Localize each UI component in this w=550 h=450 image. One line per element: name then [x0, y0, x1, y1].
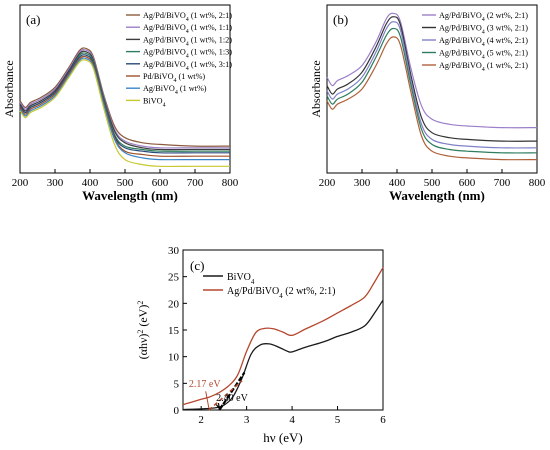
arrow-ag-pd-bivo4 [205, 391, 210, 409]
x-tick-label: 400 [82, 177, 99, 189]
legend-label: BiVO4 [227, 272, 255, 286]
y-tick-label: 20 [168, 298, 180, 310]
legend-label: Pd/BiVO4 (1 wt%) [143, 72, 205, 84]
curve-ag-pd-bivo4-5-wt-2-1 [326, 27, 538, 154]
bandgap-annotation-ag-pd-bivo4: 2.17 eV [189, 379, 221, 390]
panel-label-a: (a) [26, 12, 40, 27]
x-tick-label: 500 [117, 177, 134, 189]
curve-bivo4 [19, 59, 230, 168]
x-tick-label: 200 [12, 177, 29, 189]
curves-a [19, 47, 231, 168]
x-axis-label-b: Wavelength (nm) [389, 188, 485, 203]
legend-label: Ag/Pd/BiVO4 (5 wt%, 2:1) [439, 49, 528, 61]
x-tick-label: 4 [289, 414, 295, 426]
y-axis-label-a: Absorbance [2, 60, 16, 117]
legend-label: Ag/Pd/BiVO4 (1 wt%, 1:3) [143, 48, 232, 60]
legend-label: Ag/Pd/BiVO4 (1 wt%, 1:1) [143, 23, 232, 35]
curves-c [182, 267, 384, 411]
x-tick-label: 3 [244, 414, 250, 426]
legend-label: Ag/Pd/BiVO4 (4 wt%, 2:1) [439, 36, 528, 48]
x-tick-label: 800 [529, 177, 546, 189]
legend-a: Ag/Pd/BiVO4 (1 wt%, 2:1)Ag/Pd/BiVO4 (1 w… [126, 11, 232, 108]
tangent-ag-pd-bivo4 [208, 380, 243, 411]
y-tick-label: 5 [174, 378, 180, 390]
tangent-bivo4 [218, 372, 246, 411]
x-tick-label: 200 [319, 177, 336, 189]
curve-bivo4 [182, 299, 384, 411]
legend-label: Ag/Pd/BiVO4 (1 wt%, 1:2) [143, 35, 232, 47]
x-tick-label: 300 [354, 177, 371, 189]
curves-b [326, 12, 538, 161]
panel-c: (c) (αhν)2 (eV)2 hν (eV) 2 3 4 5 6 0 5 10 15 20 25… [136, 245, 387, 445]
legend-label: Ag/Pd/BiVO4 (2 wt%, 2:1) [439, 11, 528, 23]
x-tick-label: 2 [198, 414, 204, 426]
x-tick-label: 6 [380, 414, 386, 426]
x-axis-label-a: Wavelength (nm) [82, 188, 178, 203]
curve-ag-pd-bivo4-1-wt-1-2 [19, 50, 230, 151]
curve-ag-bivo4-1-wt [19, 57, 230, 161]
y-tick-label: 30 [168, 245, 180, 257]
x-tick-label: 5 [335, 414, 341, 426]
y-axis-label-b: Absorbance [309, 60, 323, 117]
x-tick-label: 400 [389, 177, 406, 189]
ticks-c: 2 3 4 5 6 0 5 10 15 20 25 30 [168, 245, 386, 426]
tangents-c: 2.40 eV 2.17 eV [189, 372, 249, 411]
x-tick-label: 500 [424, 177, 441, 189]
x-tick-label: 600 [152, 177, 169, 189]
panel-label-b: (b) [333, 12, 348, 27]
curve-ag-pd-bivo4-4-wt-2-1 [326, 21, 538, 149]
curve-ag-pd-bivo4-1-wt-2-1 [19, 47, 231, 147]
x-tick-label: 800 [222, 177, 239, 189]
curve-pd-bivo4-1-wt [19, 55, 230, 157]
curve-ag-pd-bivo4-1-wt-1-1 [19, 48, 230, 149]
y-tick-label: 25 [168, 272, 180, 284]
legend-b: Ag/Pd/BiVO4 (2 wt%, 2:1)Ag/Pd/BiVO4 (3 w… [422, 11, 528, 73]
y-tick-label: 10 [168, 352, 180, 364]
panel-label-c: (c) [190, 258, 204, 273]
curve-ag-pd-bivo4-3-wt-2-1 [326, 16, 538, 142]
x-tick-label: 700 [187, 177, 204, 189]
x-axis-label-c: hν (eV) [263, 430, 302, 445]
curve-ag-pd-bivo4-2-wt-2-1 [182, 267, 384, 406]
curve-ag-pd-bivo4-2-wt-2-1 [326, 12, 538, 129]
legend-label: Ag/Pd/BiVO4 (1 wt%, 3:1) [143, 60, 232, 72]
legend-label: Ag/Pd/BiVO4 (1 wt%, 2:1) [143, 11, 232, 23]
bandgap-annotation-bivo4: 2.40 eV [216, 393, 248, 404]
legend-label: Ag/Pd/BiVO4 (2 wt%, 2:1) [227, 286, 336, 300]
legend-label: BiVO4 [143, 96, 166, 108]
curve-ag-pd-bivo4-1-wt-3-1 [19, 54, 230, 154]
arrowhead-bivo4 [215, 404, 223, 410]
panel-b: (b) Absorbance Wavelength (nm) 200 300 400… [309, 4, 546, 203]
x-ticks-b: 200 300 400 500 600 700 800 [319, 169, 546, 189]
x-tick-label: 300 [47, 177, 64, 189]
x-tick-label: 700 [494, 177, 511, 189]
y-axis-label-c: (αhν)2 (eV)2 [136, 301, 151, 360]
legend-label: Ag/BiVO4 (1 wt%) [143, 84, 207, 96]
legend-label: Ag/Pd/BiVO4 (3 wt%, 2:1) [439, 24, 528, 36]
legend-label: Ag/Pd/BiVO4 (1 wt%, 2:1) [439, 61, 528, 73]
x-tick-label: 600 [459, 177, 476, 189]
y-tick-label: 0 [174, 405, 180, 417]
y-tick-label: 15 [168, 325, 180, 337]
x-ticks-a: 200 300 400 500 600 700 800 [12, 169, 239, 189]
panel-a: (a) Absorbance Wavelength (nm) 200 300 400… [2, 4, 239, 203]
curve-ag-pd-bivo4-1-wt-2-1 [326, 36, 538, 161]
